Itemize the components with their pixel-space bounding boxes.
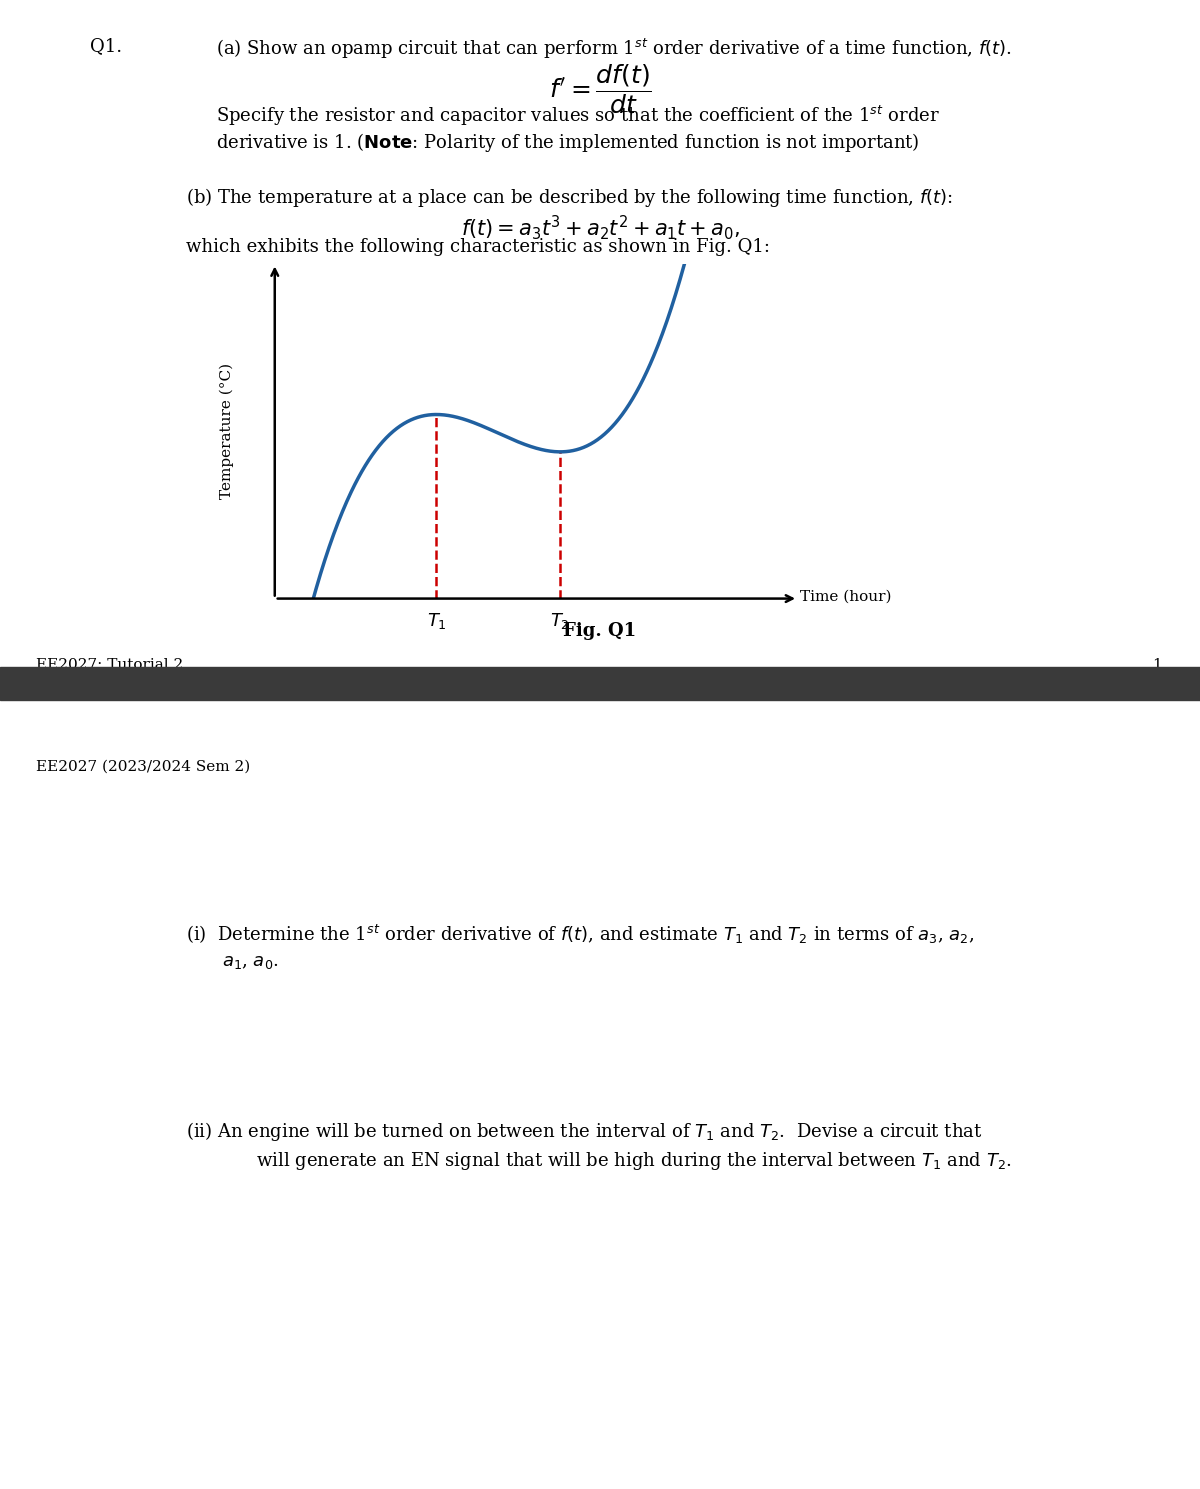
Text: $T_1$: $T_1$ [426,610,446,631]
Bar [0,667,1200,700]
Text: $T_2$: $T_2$ [551,610,570,631]
Text: which exhibits the following characteristic as shown in Fig. Q1:: which exhibits the following characteris… [186,238,770,256]
Text: derivative is 1. ($\bf{Note}$: Polarity of the implemented function is not impor: derivative is 1. ($\bf{Note}$: Polarity … [216,131,919,153]
Text: Q1.: Q1. [90,37,122,55]
Text: $f' = \dfrac{df(t)}{dt}$: $f' = \dfrac{df(t)}{dt}$ [548,63,652,116]
Text: Specify the resistor and capacitor values so that the coefficient of the 1$^{st}: Specify the resistor and capacitor value… [216,104,940,128]
Text: 1: 1 [1152,658,1162,672]
Text: EE2027: Tutorial 2: EE2027: Tutorial 2 [36,658,184,672]
Text: (ii) An engine will be turned on between the interval of $T_1$ and $T_2$.  Devis: (ii) An engine will be turned on between… [186,1120,983,1142]
Text: $f(t) = a_3 t^3 + a_2 t^2 + a_1 t + a_0,$: $f(t) = a_3 t^3 + a_2 t^2 + a_1 t + a_0,… [461,213,739,241]
Text: (i)  Determine the 1$^{st}$ order derivative of $f(t)$, and estimate $T_1$ and $: (i) Determine the 1$^{st}$ order derivat… [186,923,974,947]
Text: will generate an EN signal that will be high during the interval between $T_1$ a: will generate an EN signal that will be … [222,1150,1012,1172]
Text: (b) The temperature at a place can be described by the following time function, : (b) The temperature at a place can be de… [186,186,953,208]
Text: Fig. Q1: Fig. Q1 [564,622,636,640]
Text: (a) Show an opamp circuit that can perform 1$^{st}$ order derivative of a time f: (a) Show an opamp circuit that can perfo… [216,37,1012,61]
Text: Time (hour): Time (hour) [800,590,892,605]
Text: $a_1$, $a_0$.: $a_1$, $a_0$. [222,953,278,971]
Text: EE2027 (2023/2024 Sem 2): EE2027 (2023/2024 Sem 2) [36,759,251,773]
Text: Temperature (°C): Temperature (°C) [220,363,234,499]
